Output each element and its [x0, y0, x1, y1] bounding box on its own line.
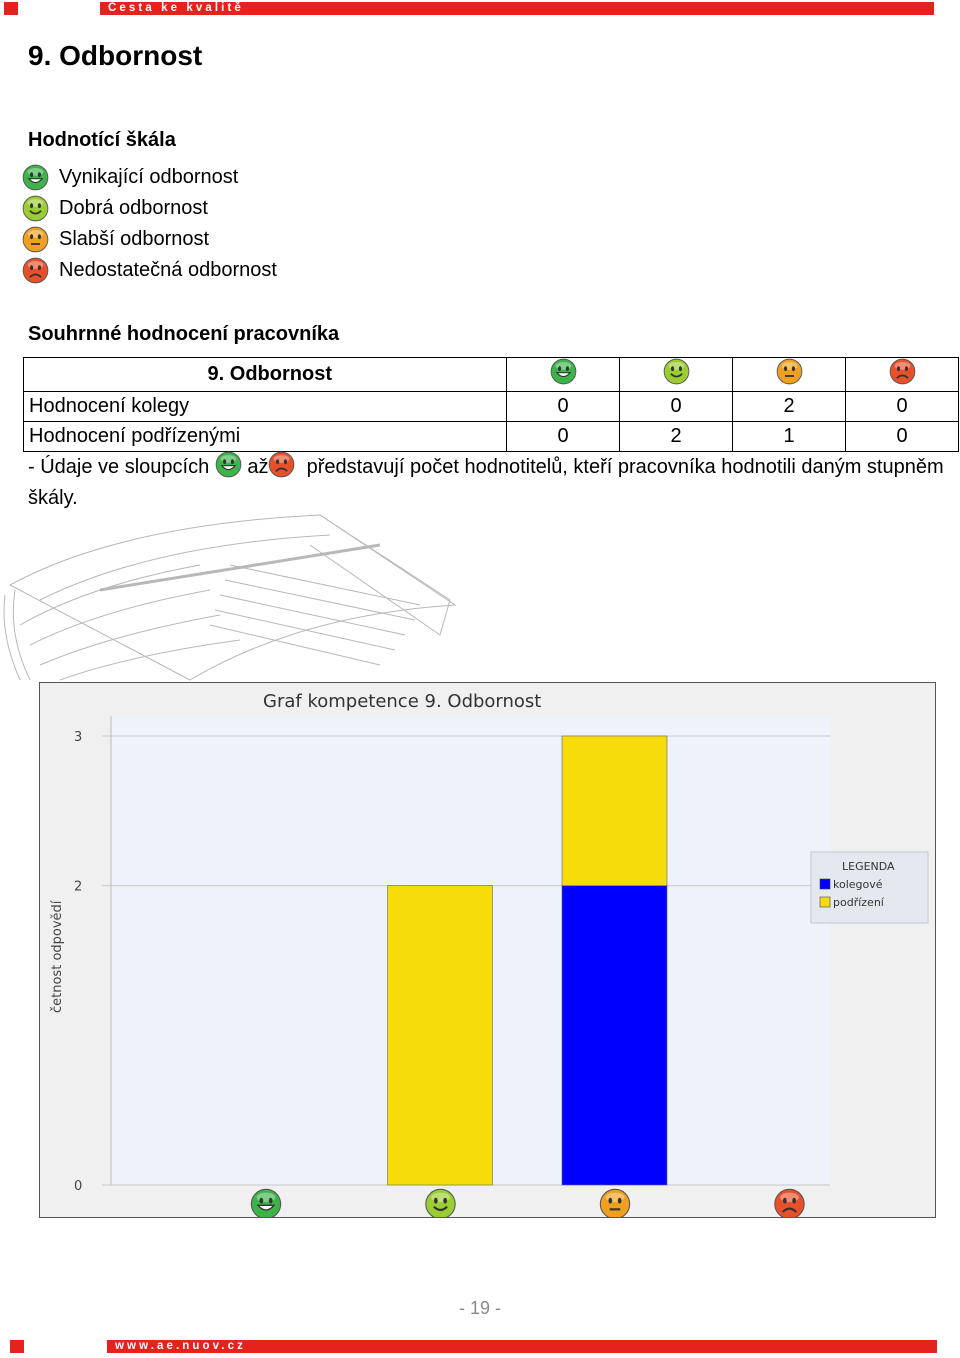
- bar-kolegové: [561, 885, 668, 1186]
- table-header-row: 9. Odbornost: [23, 357, 959, 392]
- legend-label: kolegové: [833, 878, 883, 891]
- scale-item-label: Nedostatečná odbornost: [59, 258, 277, 281]
- bar-podřízení: [561, 735, 668, 886]
- note-suffix: představují počet hodnotitelů, kteří pra…: [28, 456, 944, 509]
- grin-face-icon: [506, 357, 620, 392]
- table-cell: 0: [506, 391, 620, 422]
- legend-swatch: [819, 896, 831, 908]
- grin-face-icon: [250, 1188, 282, 1220]
- notebook-sketch-image: [3, 514, 457, 681]
- legend-box: [810, 851, 929, 924]
- legend-swatch: [819, 878, 831, 890]
- scale-item-label: Slabší odbornost: [59, 227, 210, 250]
- table-cell: 0: [619, 391, 733, 422]
- table-title: 9. Odbornost: [23, 357, 507, 392]
- scale-item: Dobrá odbornost: [22, 194, 208, 222]
- table-row: Hodnocení kolegy 0 0 2 0: [23, 391, 959, 422]
- legend-label: podřízení: [833, 896, 885, 909]
- neutral-face-icon: [22, 226, 59, 253]
- footer-square: [10, 1340, 24, 1353]
- header-bar: Cesta ke kvalitě: [100, 2, 934, 15]
- page-title: 9. Odbornost: [28, 40, 203, 71]
- note-mid: až: [247, 456, 269, 478]
- scale-item-label: Vynikající odbornost: [59, 165, 239, 188]
- legend-title: LEGENDA: [842, 860, 895, 873]
- neutral-face-icon: [732, 357, 846, 392]
- summary-heading: Souhrnné hodnocení pracovníka: [28, 323, 340, 345]
- header-tagline: Cesta ke kvalitě: [108, 2, 244, 14]
- table-cell: 2: [619, 421, 733, 452]
- note-prefix: - Údaje ve sloupcích: [28, 456, 210, 478]
- chart-title: Graf kompetence 9. Odbornost: [263, 691, 541, 712]
- header-square: [4, 2, 18, 15]
- y-tick-label: 0: [74, 1179, 82, 1194]
- chart-frame: Graf kompetence 9. Odbornost 0 2 3 četnost o…: [39, 682, 936, 1220]
- scale-item: Slabší odbornost: [22, 225, 209, 253]
- smile-face-icon: [619, 357, 733, 392]
- row-label: Hodnocení kolegy: [23, 391, 507, 422]
- scale-item: Vynikající odbornost: [22, 163, 238, 191]
- table-cell: 0: [845, 391, 959, 422]
- y-tick-label: 3: [74, 730, 82, 745]
- page-number: - 19 -: [458, 1298, 501, 1318]
- row-label: Hodnocení podřízenými: [23, 421, 507, 452]
- scale-heading: Hodnotící škála: [28, 129, 176, 151]
- scale-item-label: Dobrá odbornost: [59, 196, 208, 219]
- table-note: - Údaje ve sloupcích až představují poče…: [28, 451, 948, 514]
- sad-face-icon: [268, 451, 295, 478]
- sad-face-icon: [845, 357, 959, 392]
- table-cell: 2: [732, 391, 846, 422]
- bar-podřízení: [387, 885, 493, 1186]
- y-tick-label: 2: [74, 880, 82, 895]
- summary-table: 9. Odbornost Hodnocení kolegy 0 0 2 0 Ho…: [23, 357, 959, 452]
- grin-face-icon: [215, 451, 242, 478]
- scale-item: Nedostatečná odbornost: [22, 256, 277, 284]
- table-cell: 0: [506, 421, 620, 452]
- neutral-face-icon: [599, 1188, 631, 1220]
- smile-face-icon: [425, 1188, 456, 1220]
- table-cell: 1: [732, 421, 846, 452]
- sad-face-icon: [774, 1188, 805, 1220]
- table-row: Hodnocení podřízenými 0 2 1 0: [23, 421, 959, 452]
- chart-svg: Graf kompetence 9. Odbornost 0 2 3 četnost o…: [50, 691, 929, 1220]
- table-cell: 0: [845, 421, 959, 452]
- smile-face-icon: [22, 195, 59, 222]
- footer-bar: www.ae.nuov.cz: [107, 1340, 937, 1353]
- grin-face-icon: [22, 164, 59, 191]
- y-axis-label: četnost odpovědí: [50, 900, 65, 1013]
- footer-url: www.ae.nuov.cz: [115, 1340, 246, 1352]
- sad-face-icon: [22, 257, 59, 284]
